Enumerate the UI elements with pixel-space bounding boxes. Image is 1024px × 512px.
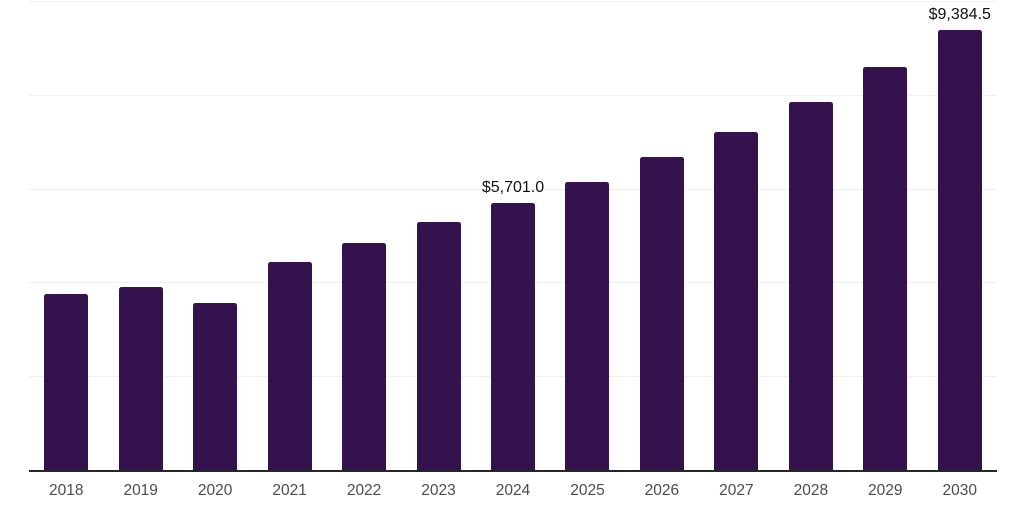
x-tick-label-2026: 2026 <box>644 482 680 499</box>
x-tick-label-2027: 2027 <box>719 482 754 499</box>
bar-2025 <box>565 182 610 470</box>
bar-2030 <box>937 30 982 470</box>
x-tick-label-2028: 2028 <box>793 482 829 499</box>
x-tick-label-2020: 2020 <box>197 482 233 499</box>
x-tick-label-2022: 2022 <box>346 482 382 499</box>
x-tick-label-2024: 2024 <box>495 482 531 499</box>
gridline <box>29 1 997 2</box>
x-axis: 2018 2019 2020 2021 2022 2023 2024 2025 2026 2027… <box>29 481 997 505</box>
gridline <box>29 94 997 96</box>
bar-2020 <box>193 303 238 470</box>
bar-2021 <box>267 262 312 470</box>
x-tick-label-2021: 2021 <box>272 482 307 499</box>
gridline <box>29 188 997 190</box>
x-tick-label-2025: 2025 <box>570 482 605 499</box>
x-tick-label-2018: 2018 <box>48 482 84 499</box>
x-tick-label-2029: 2029 <box>868 482 903 499</box>
x-tick-label-2019: 2019 <box>123 482 158 499</box>
bar-2024 <box>491 203 535 470</box>
bar-2027 <box>714 132 759 470</box>
plot-area: $5,701.0 $9,384.5 <box>29 1 997 472</box>
bar-2019 <box>118 287 163 470</box>
x-tick-label-2023: 2023 <box>421 482 456 499</box>
x-tick-label-2030: 2030 <box>942 482 978 499</box>
bar-2022 <box>342 243 387 470</box>
bar-2018 <box>44 294 89 470</box>
bar-value-label-2030: $9,384.5 <box>928 6 991 23</box>
bar-2029 <box>863 67 908 470</box>
bar-value-label-2024: $5,701.0 <box>481 179 545 196</box>
bar-2023 <box>416 222 461 470</box>
bar-2026 <box>639 157 684 470</box>
bar-2028 <box>788 102 833 470</box>
